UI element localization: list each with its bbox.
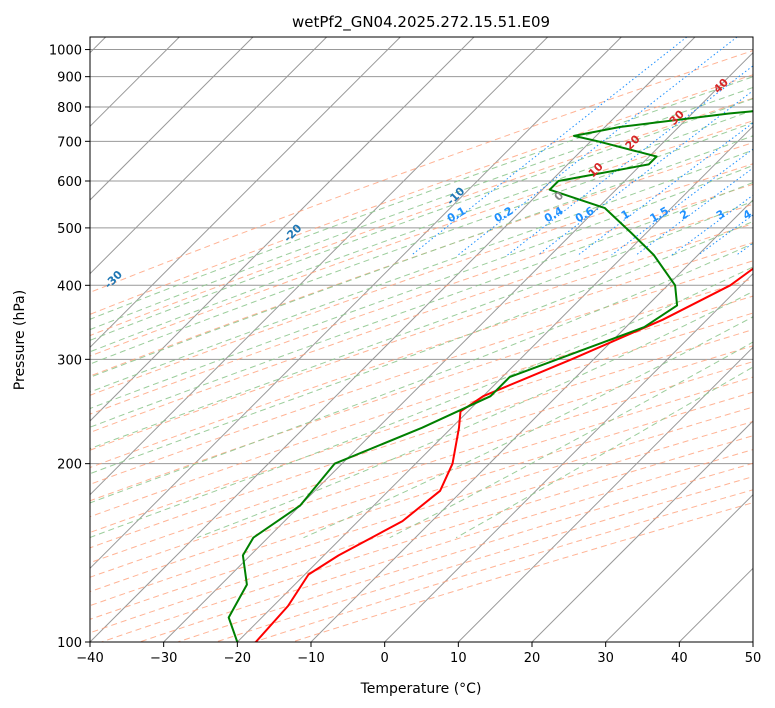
x-axis-title: Temperature (°C) (360, 681, 482, 697)
dry-adiabat-line (292, 502, 753, 642)
isotherm-line (236, 125, 753, 642)
moist-adiabat-line (90, 86, 753, 331)
series-layer (227, 110, 753, 642)
x-tick-label: 40 (671, 651, 688, 666)
dry-adiabat-line (90, 329, 753, 549)
x-tick-label: −20 (224, 651, 251, 666)
mixing-ratio-line (507, 65, 753, 256)
dry-adiabat-line (177, 462, 753, 642)
x-tick-label: 0 (381, 651, 389, 666)
isotherm-line (384, 272, 753, 642)
moist-adiabat-line (303, 316, 753, 539)
dry-adiabat-line (90, 361, 753, 578)
x-tick-label: −10 (297, 651, 324, 666)
isotherm-line (90, 37, 254, 201)
x-tick-label: −30 (150, 651, 177, 666)
dry-adiabat-line (90, 142, 753, 377)
y-tick-label: 600 (57, 175, 82, 190)
y-tick-label: 800 (57, 101, 82, 116)
dry-adiabat-line (215, 476, 753, 642)
chart-title: wetPf2_GN04.2025.272.15.51.E09 (292, 13, 550, 32)
dry-adiabat-line (90, 120, 753, 357)
moist-adiabat-line (90, 122, 753, 365)
x-tick-label: 20 (524, 651, 541, 666)
isotherm-line (457, 346, 753, 642)
moist-adiabat-line (196, 290, 753, 539)
isotherm-line (90, 37, 328, 275)
isotherm-line (90, 37, 549, 496)
mixing-ratio-line (577, 122, 753, 256)
dry-adiabat-line (90, 345, 753, 564)
x-tick-label: 50 (745, 651, 762, 666)
isotherm-line (90, 37, 401, 349)
mixing-ratio-line (411, 37, 688, 256)
isotherm-line (605, 493, 753, 642)
dry-adiabat-line (101, 435, 753, 642)
y-tick-label: 700 (57, 135, 82, 150)
moist-adiabat-line (90, 242, 753, 504)
isotherm-line (90, 37, 696, 642)
mixing-ratio-line (635, 167, 753, 256)
y-tick-label: 400 (57, 279, 82, 294)
reference-lines (90, 37, 753, 642)
dewpoint-profile-line (227, 110, 753, 642)
isotherm-line (90, 37, 622, 570)
y-axis-title: Pressure (hPa) (12, 290, 28, 390)
mixing-ratio-line (457, 37, 738, 256)
moist-adiabat-line (90, 109, 753, 353)
y-tick-label: 200 (57, 458, 82, 473)
y-tick-label: 500 (57, 222, 82, 237)
axes: −40 −30 −20 −10 0 10 20 30 40 50 100 200 300 400 500 60… (49, 44, 761, 666)
x-tick-label: 30 (597, 651, 614, 666)
x-tick-label: 10 (450, 651, 467, 666)
moist-adiabat-line (90, 181, 753, 428)
dry-adiabat-line (253, 489, 753, 642)
isotherm-line (531, 420, 753, 642)
dry-adiabat-line (90, 97, 753, 337)
moist-adiabat-line (90, 200, 753, 450)
dry-adiabat-line (139, 449, 753, 642)
y-tick-label: 100 (57, 636, 82, 651)
isotherm-line (163, 51, 753, 642)
temperature-profile-line (255, 267, 753, 642)
x-tick-label: −40 (76, 651, 103, 666)
y-tick-label: 1000 (49, 44, 82, 59)
y-tick-label: 900 (57, 71, 82, 86)
grid-layer (90, 37, 753, 642)
moist-adiabat-line (90, 149, 753, 393)
moist-adiabat-line (90, 76, 753, 320)
plot-frame (89, 36, 754, 643)
moist-adiabat-line (90, 266, 753, 539)
moist-adiabat-line (90, 220, 753, 475)
dry-adiabat-line (90, 183, 753, 415)
dry-adiabat-line (90, 50, 753, 293)
dry-adiabat-line (90, 163, 753, 396)
moist-adiabat-line (90, 164, 753, 410)
y-tick-label: 300 (57, 353, 82, 368)
isotherm-line (90, 37, 475, 422)
